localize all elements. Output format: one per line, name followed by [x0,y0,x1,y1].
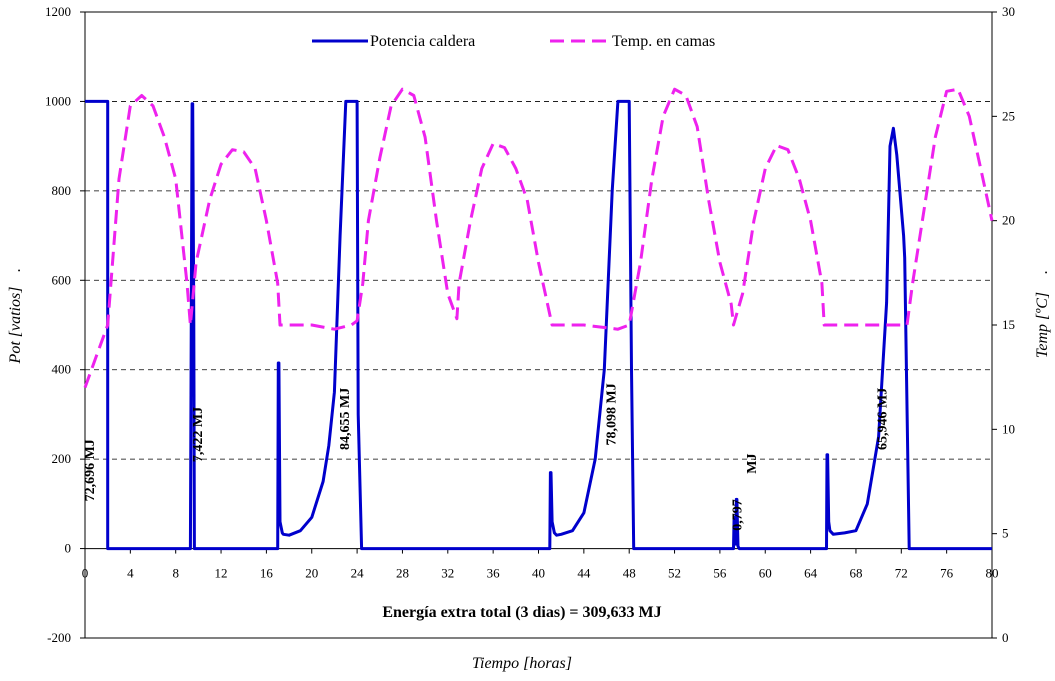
x-tick-label: 36 [487,566,501,581]
y-axis-left-title-suffix: . [7,268,24,272]
y-left-tick-label: 800 [52,183,72,198]
x-tick-label: 4 [127,566,134,581]
y-axis-right-title: Temp [ºC] [1034,292,1051,358]
x-tick-label: 68 [849,566,862,581]
series-line-potencia-caldera [85,99,992,551]
x-tick-label: 16 [260,566,274,581]
annotations: 72,696 MJ 7,422 MJ 84,655 MJ 78,098 MJ 0,797… [83,383,891,531]
series-line-temp-en-camas [83,87,994,389]
x-tick-label: 52 [668,566,681,581]
y-right-tick-label: 10 [1002,421,1015,436]
x-tick-label: 40 [532,566,545,581]
x-tick-label: 44 [577,566,591,581]
legend: Potencia caldera Temp. en camas [312,33,715,50]
y-left-tick-label: 0 [65,541,72,556]
legend-label-temp-en-camas: Temp. en camas [612,33,715,50]
x-tick-label: 72 [895,566,908,581]
annotation-label: MJ [745,453,760,473]
x-tick-label: 28 [396,566,409,581]
annotation-label: 78,098 MJ [605,383,620,445]
y-right-tick-label: 30 [1002,4,1015,19]
y-axis-right-title-suffix: . [1034,270,1051,274]
y-axis-right: 0 5 10 15 20 25 30 [992,4,1015,645]
annotation-label: 65,946 MJ [876,388,891,450]
annotation-label: 84,655 MJ [338,388,353,450]
x-tick-label: 12 [215,566,228,581]
legend-label-potencia-caldera: Potencia caldera [370,33,475,50]
y-right-tick-label: 15 [1002,317,1015,332]
x-tick-label: 24 [351,566,365,581]
y-left-tick-label: 600 [52,272,72,287]
x-tick-label: 20 [305,566,318,581]
y-left-tick-label: 400 [52,362,72,377]
chart-subtitle: Energía extra total (3 dias) = 309,633 M… [382,604,661,621]
x-tick-label: 60 [759,566,772,581]
x-tick-label: 80 [986,566,999,581]
y-left-tick-label: 1200 [45,4,71,19]
x-tick-label: 8 [172,566,179,581]
annotation-label: 7,422 MJ [191,407,206,462]
x-tick-label: 0 [82,566,89,581]
y-right-tick-label: 20 [1002,213,1015,228]
y-left-tick-label: 200 [52,451,72,466]
x-tick-label: 32 [441,566,454,581]
x-tick-label: 48 [623,566,636,581]
x-axis-title: Tiempo [horas] [472,655,572,672]
y-right-tick-label: 0 [1002,630,1009,645]
series-group [83,87,994,551]
y-axis-left: -200 0 200 400 600 800 1000 1200 [45,4,85,645]
annotation-label: 72,696 MJ [83,439,98,501]
y-right-tick-label: 25 [1002,108,1015,123]
annotation-label: 0,797 [730,499,745,531]
x-axis: 0 4 8 12 16 20 24 28 32 36 40 44 48 52 56 60 64 68 72 76 80 [82,548,999,581]
y-left-tick-label: -200 [47,630,71,645]
x-tick-label: 56 [713,566,727,581]
y-left-tick-label: 1000 [45,93,71,108]
x-tick-label: 76 [940,566,954,581]
gridlines [85,101,992,460]
y-right-tick-label: 5 [1002,526,1009,541]
x-tick-label: 64 [804,566,818,581]
y-axis-left-title: Pot [vatios] [7,287,24,365]
